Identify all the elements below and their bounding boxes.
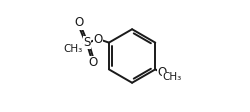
Text: O: O (75, 16, 84, 29)
Text: S: S (84, 36, 91, 49)
Text: O: O (94, 33, 103, 46)
Text: O: O (88, 56, 97, 69)
Text: O: O (157, 66, 166, 79)
Text: CH₃: CH₃ (162, 72, 181, 82)
Text: CH₃: CH₃ (63, 44, 82, 54)
